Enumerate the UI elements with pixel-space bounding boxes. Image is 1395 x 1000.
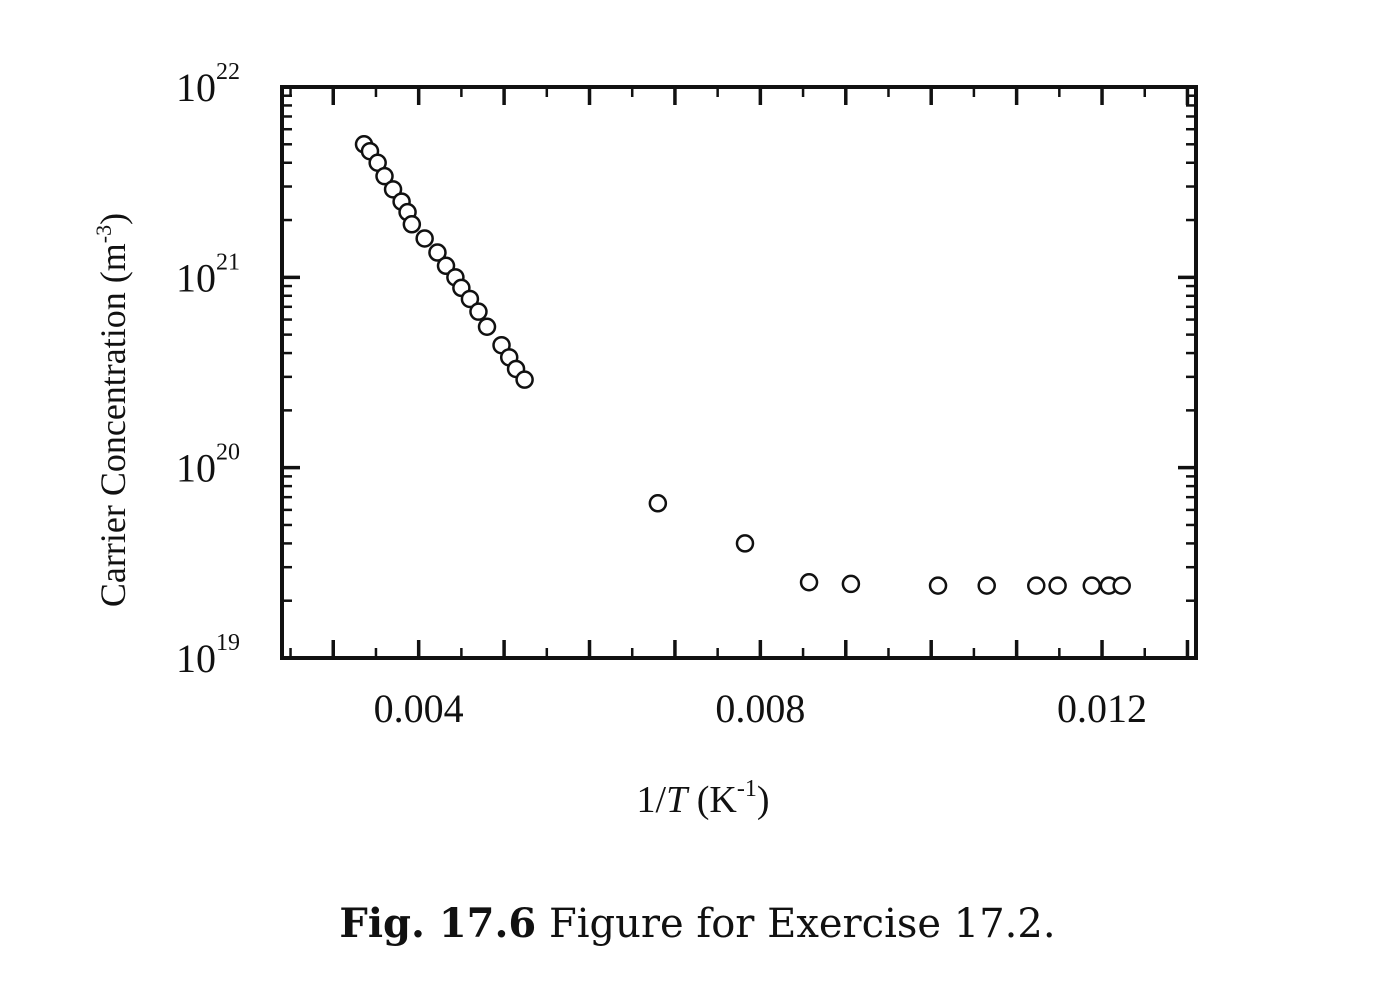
y-axis-label: Carrier Concentration (m-3): [91, 213, 133, 607]
data-point: [1082, 576, 1102, 595]
figure-number: Fig. 17.6: [339, 900, 537, 947]
data-point: [383, 180, 403, 199]
major-ticks: [282, 87, 1196, 660]
minor-ticks: [282, 87, 1196, 658]
x-tick-label: 0.004: [374, 686, 464, 731]
chart: 1019 1020 1021 1022 0.004 0.008 0.012 Carrier…: [91, 59, 1198, 821]
data-point: [460, 289, 480, 309]
data-point: [1027, 576, 1046, 595]
y-tick-label: 1021: [176, 249, 240, 300]
data-point: [428, 243, 447, 262]
figure-caption-text: Figure for Exercise 17.2.: [536, 901, 1056, 947]
data-point: [735, 534, 755, 553]
data-point: [928, 576, 948, 595]
y-tick-label: 1019: [176, 630, 240, 681]
data-point: [1112, 576, 1131, 595]
x-axis-label: 1/T (K-1): [637, 776, 770, 821]
data-point: [1048, 576, 1067, 595]
data-point: [648, 494, 668, 513]
y-tick-label: 1022: [176, 59, 240, 110]
data-point: [436, 256, 456, 276]
data-point: [977, 576, 996, 595]
x-tick-label: 0.008: [715, 686, 805, 731]
data-point: [515, 370, 534, 389]
data-point: [402, 215, 422, 234]
data-point: [841, 574, 861, 594]
data-point: [477, 317, 497, 337]
data-points: [354, 135, 1131, 595]
x-tick-label: 0.012: [1057, 686, 1147, 731]
x-tick-labels: 0.004 0.008 0.012: [374, 686, 1147, 731]
plot-frame: [280, 85, 1198, 660]
data-point: [469, 302, 488, 321]
y-tick-labels: 1019 1020 1021 1022: [176, 59, 240, 681]
y-tick-label: 1020: [176, 440, 240, 491]
figure-caption: Fig. 17.6 Figure for Exercise 17.2.: [0, 900, 1395, 947]
data-point: [799, 573, 819, 592]
data-point: [375, 166, 394, 186]
data-point: [415, 229, 434, 248]
